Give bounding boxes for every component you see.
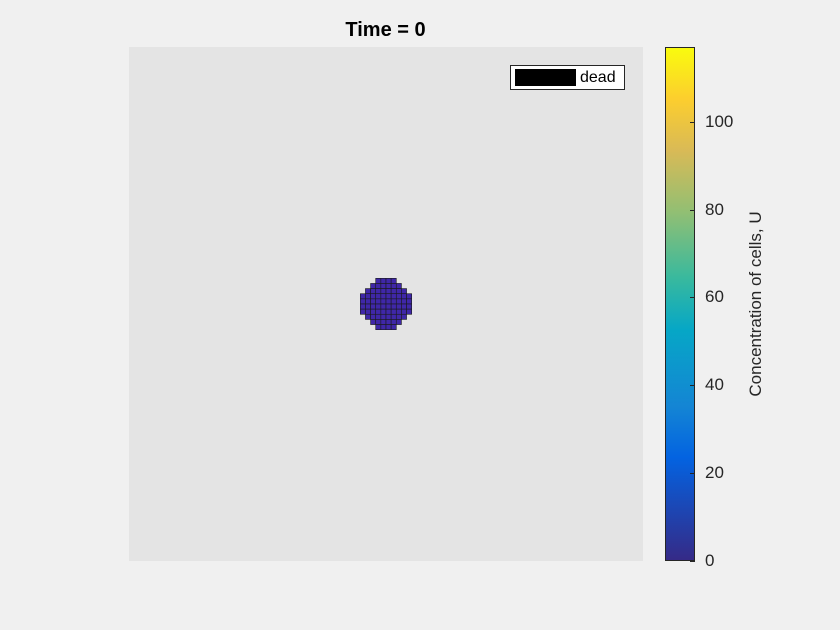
tumor-cell [390,288,397,295]
tumor-cell [360,308,366,315]
tumor-cell [385,303,392,310]
tumor-cell [375,298,382,305]
tumor-cell [370,288,377,295]
colorbar-tick-mark [690,473,695,475]
tumor-cell [401,298,407,305]
tumor-cell [375,308,382,315]
tumor-cell [380,288,387,295]
tumor-cell [380,293,387,300]
tumor-cell [365,313,371,320]
tumor-cell [390,313,397,320]
colorbar-tick-mark [690,561,695,562]
tumor-cell [375,313,382,320]
tumor-cell [395,288,402,295]
tumor-cell [390,308,397,315]
tumor-cell [380,319,387,325]
tumor-cell [365,303,371,310]
colorbar-tick-mark [690,121,695,123]
tumor-cell [370,313,377,320]
tumor-cell [385,298,392,305]
tumor-cell [380,303,387,310]
tumor-cell [406,298,412,305]
tumor-cell [380,278,387,284]
tumor-cell [375,324,382,330]
tumor-cell [385,293,392,300]
tumor-cell [395,313,402,320]
tumor-cell [390,324,397,330]
tumor-cell [375,288,382,295]
tumor-cell [360,293,366,300]
colorbar-tick-label: 60 [705,287,724,307]
tumor-cell [360,298,366,305]
tumor-cell [365,293,371,300]
tumor-cell [370,308,377,315]
tumor-cell [380,324,387,330]
heatmap-grid [360,278,412,330]
tumor-cell [385,313,392,320]
colorbar-tick-label: 100 [705,111,734,131]
tumor-cell [375,293,382,300]
tumor-cell [401,313,407,320]
tumor-cell [385,319,392,325]
tumor-cell [395,293,402,300]
tumor-cell [395,303,402,310]
colorbar-label: Concentration of cells, U [746,211,765,397]
tumor-cell [406,293,412,300]
tumor-cell [401,288,407,295]
tumor-cell [365,298,371,305]
legend[interactable]: dead [510,65,625,90]
tumor-cell [380,308,387,315]
tumor-cell [390,293,397,300]
tumor-cell [401,303,407,310]
tumor-cell [406,303,412,310]
tumor-cell [370,283,377,289]
tumor-cell [375,319,382,325]
tumor-cell [360,303,366,310]
chart-title: Time = 0 [345,19,426,41]
colorbar-tick-label: 0 [705,551,715,570]
tumor-cell [380,313,387,320]
tumor-cell [380,298,387,305]
heatmap-axes [129,47,643,561]
tumor-cell [385,288,392,295]
tumor-cell [375,283,382,289]
colorbar-tick-label: 20 [705,463,724,483]
colorbar[interactable] [665,47,695,561]
tumor-cell [401,293,407,300]
tumor-cell [401,308,407,315]
tumor-cell [370,319,377,325]
tumor-cell [375,303,382,310]
tumor-cell [406,308,412,315]
tumor-cell [370,293,377,300]
colorbar-tick-mark [690,209,695,211]
tumor-cell [380,283,387,289]
tumor-cell [390,278,397,284]
legend-label-dead: dead [580,69,616,86]
legend-swatch-dead [515,69,576,86]
tumor-cell [385,278,392,284]
tumor-cell [395,308,402,315]
tumor-cell [385,283,392,289]
tumor-cell [390,283,397,289]
tumor-cell [385,308,392,315]
tumor-cell [395,298,402,305]
tumor-cell [390,319,397,325]
tumor-cell [375,278,382,284]
tumor-cell [370,303,377,310]
tumor-cell [395,283,402,289]
colorbar-tick-mark [690,297,695,299]
tumor-cell [365,308,371,315]
colorbar-tick-mark [690,385,695,387]
tumor-cell [370,298,377,305]
tumor-cell [385,324,392,330]
tumor-cell [365,288,371,295]
tumor-cell [390,303,397,310]
tumor-cell [390,298,397,305]
tumor-cell [395,319,402,325]
colorbar-tick-label: 40 [705,375,724,395]
colorbar-tick-label: 80 [705,199,724,219]
